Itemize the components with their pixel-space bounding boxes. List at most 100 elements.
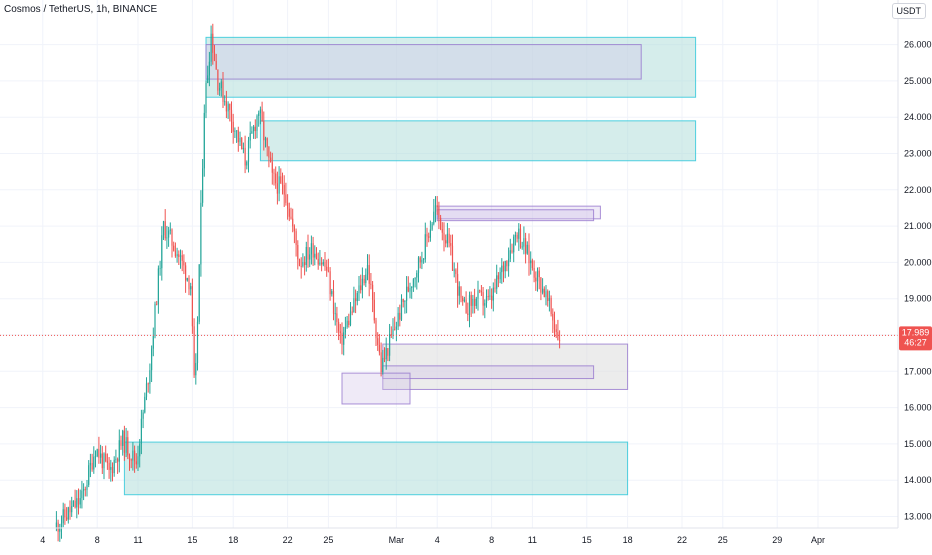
candle-body: [334, 313, 336, 315]
candle-body: [321, 262, 323, 265]
time-tick-label: 8: [489, 535, 494, 545]
zone-purple: [382, 365, 595, 380]
candle-body: [159, 268, 161, 269]
candle-body: [457, 274, 459, 296]
candle-body: [156, 304, 158, 305]
candle-body: [411, 286, 413, 289]
candle-body: [545, 291, 547, 298]
candle-body: [247, 140, 250, 162]
candle-body: [433, 211, 435, 224]
candle-body: [416, 273, 418, 278]
candle-body: [312, 243, 314, 258]
candle-body: [176, 254, 178, 257]
candle-body: [407, 286, 409, 292]
candle-body: [487, 296, 489, 297]
candle-body: [450, 243, 452, 246]
candle-body: [86, 484, 88, 491]
currency-badge[interactable]: USDT: [891, 3, 926, 19]
candle-body: [324, 262, 326, 267]
candle-body: [103, 453, 105, 469]
candle-body: [538, 270, 540, 278]
candle-body: [161, 235, 163, 269]
candle-body: [195, 362, 197, 376]
candle-body: [380, 352, 382, 372]
candle-body: [174, 250, 176, 257]
candle-body: [105, 453, 107, 462]
candle-body: [224, 101, 226, 103]
candle-body: [263, 121, 265, 141]
candle-body: [339, 331, 341, 333]
candle-body: [528, 244, 530, 264]
candle-body: [547, 291, 549, 301]
candle-body: [60, 523, 63, 529]
candle-body: [74, 500, 76, 508]
candle-body: [145, 383, 148, 397]
candle-body: [455, 269, 457, 275]
candle-body: [57, 522, 59, 532]
price-tag: 17.989 46:27: [899, 326, 932, 351]
candle-body: [220, 81, 222, 89]
candle-body: [280, 176, 282, 183]
candle-body: [491, 295, 493, 301]
candle-body: [426, 234, 428, 237]
candle-body: [244, 147, 246, 166]
candle-body: [83, 489, 85, 491]
price-tick-label: 16.000: [904, 403, 932, 413]
candle-body: [98, 449, 100, 458]
candle-body: [417, 257, 420, 274]
candle-body: [360, 285, 362, 291]
candle-body: [242, 147, 244, 150]
candle-body: [96, 449, 98, 457]
candle-body: [402, 298, 404, 303]
candle-body: [157, 268, 159, 305]
candle-body: [178, 254, 180, 257]
candle-body: [67, 507, 69, 520]
candle-body: [183, 260, 185, 266]
candle-body: [465, 299, 467, 314]
candle-body: [336, 313, 338, 323]
candle-body: [113, 459, 115, 474]
candle-body: [256, 116, 258, 132]
candle-body: [397, 312, 399, 327]
candle-body: [484, 303, 486, 306]
candle-body: [346, 320, 348, 328]
candle-body: [84, 489, 86, 491]
candle-body: [317, 258, 319, 265]
candle-body: [552, 313, 554, 321]
candle-body: [88, 465, 90, 485]
candle-body: [443, 232, 445, 241]
candle-body: [234, 130, 236, 132]
time-tick-label: 18: [623, 535, 633, 545]
candle-body: [451, 245, 454, 271]
candle-body: [555, 329, 557, 332]
candle-body: [254, 126, 256, 132]
time-tick-label: 15: [187, 535, 197, 545]
candle-body: [474, 298, 476, 306]
candle-body: [295, 231, 297, 245]
time-tick-label: 22: [283, 535, 293, 545]
candle-body: [535, 277, 537, 282]
candle-body: [185, 265, 187, 281]
candle-body: [290, 216, 292, 219]
candle-body: [213, 52, 216, 61]
candle-body: [215, 60, 217, 70]
candle-body: [111, 467, 114, 474]
candle-body: [139, 443, 141, 457]
candle-body: [509, 250, 511, 259]
candle-body: [542, 288, 544, 293]
candle-body: [258, 113, 260, 117]
candle-body: [406, 286, 408, 301]
zones: [123, 36, 697, 496]
candle-body: [341, 332, 343, 345]
candle-body: [120, 440, 122, 446]
price-tick-label: 24.000: [904, 112, 932, 122]
candle-body: [241, 137, 243, 150]
time-axis[interactable]: 4 8 11 15 18 22 25 Mar 4 8 11 15 18 22 25 29 Apr: [40, 535, 825, 545]
candle-body: [93, 456, 95, 470]
candle-body: [445, 240, 447, 244]
candle-body: [389, 334, 391, 356]
candle-body: [152, 336, 154, 349]
candle-body: [412, 279, 414, 287]
